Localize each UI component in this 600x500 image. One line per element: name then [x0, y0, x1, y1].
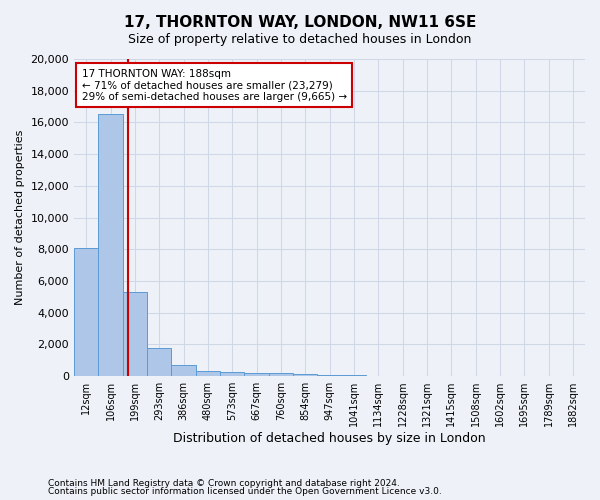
- Bar: [147, 348, 172, 376]
- Bar: [317, 375, 341, 376]
- Bar: [220, 372, 244, 376]
- Bar: [293, 374, 317, 376]
- Text: Contains HM Land Registry data © Crown copyright and database right 2024.: Contains HM Land Registry data © Crown c…: [48, 478, 400, 488]
- Bar: [172, 365, 196, 376]
- Text: 17 THORNTON WAY: 188sqm
← 71% of detached houses are smaller (23,279)
29% of sem: 17 THORNTON WAY: 188sqm ← 71% of detache…: [82, 68, 347, 102]
- Bar: [196, 370, 220, 376]
- Y-axis label: Number of detached properties: Number of detached properties: [15, 130, 25, 305]
- Text: Size of property relative to detached houses in London: Size of property relative to detached ho…: [128, 32, 472, 46]
- X-axis label: Distribution of detached houses by size in London: Distribution of detached houses by size …: [173, 432, 486, 445]
- Text: 17, THORNTON WAY, LONDON, NW11 6SE: 17, THORNTON WAY, LONDON, NW11 6SE: [124, 15, 476, 30]
- Bar: [98, 114, 123, 376]
- Bar: [74, 248, 98, 376]
- Bar: [123, 292, 147, 376]
- Text: Contains public sector information licensed under the Open Government Licence v3: Contains public sector information licen…: [48, 487, 442, 496]
- Bar: [244, 373, 269, 376]
- Bar: [269, 374, 293, 376]
